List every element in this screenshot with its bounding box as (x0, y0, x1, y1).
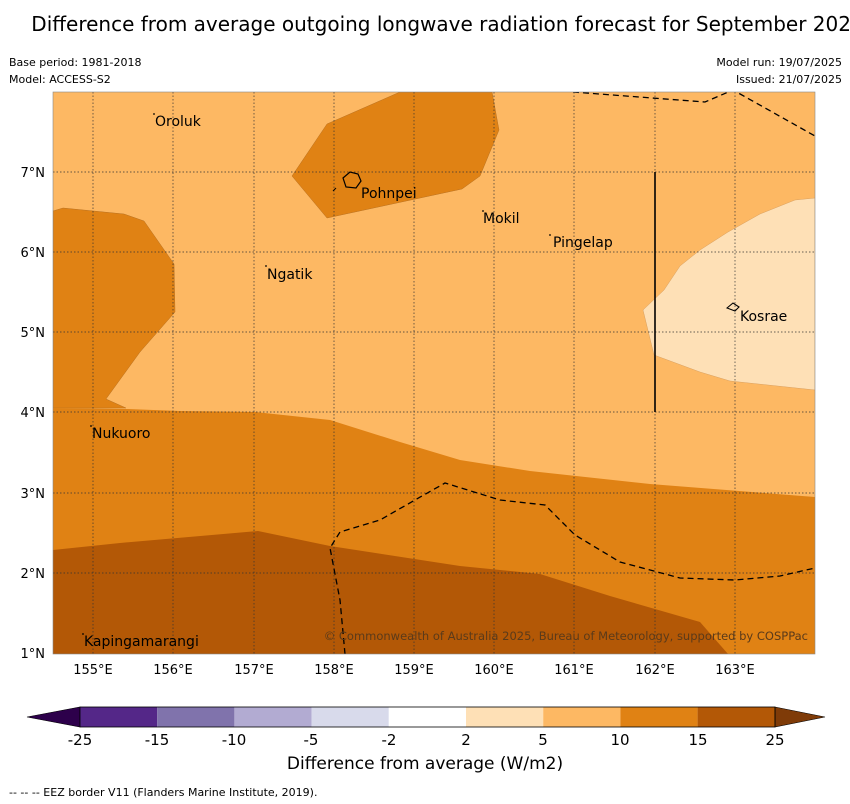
colorbar-tick: -2 (382, 731, 397, 749)
x-tick: 162°E (635, 663, 675, 678)
colorbar-tick: 2 (461, 731, 471, 749)
x-axis-labels: 155°E 156°E 157°E 158°E 159°E 160°E 161°… (73, 663, 755, 678)
y-tick: 7°N (21, 166, 46, 181)
base-period: Base period: 1981-2018 (9, 56, 142, 69)
nukuoro-atoll-icon (90, 425, 92, 427)
x-tick: 160°E (474, 663, 514, 678)
colorbar-swatch (157, 707, 235, 727)
colorbar-tick: -10 (222, 731, 247, 749)
graticule (53, 92, 815, 654)
colorbar-outline (79, 706, 776, 728)
colorbar-swatch (80, 707, 158, 727)
y-tick: 3°N (21, 487, 46, 502)
place-pingelap: Pingelap (553, 235, 613, 251)
kosrae-island-icon (725, 302, 740, 312)
ngatik-atoll-icon (265, 265, 267, 267)
colorbar-ticks: -25 -15 -10 -5 -2 2 5 10 15 25 (68, 731, 785, 749)
colorbar-tick: 25 (765, 731, 784, 749)
colorbar-tick: -15 (145, 731, 170, 749)
colorbar-title: Difference from average (W/m2) (286, 754, 564, 774)
place-oroluk: Oroluk (155, 114, 202, 130)
colorbar-tick: 5 (538, 731, 548, 749)
colorbar-swatch (388, 707, 466, 727)
y-tick: 1°N (21, 647, 46, 662)
x-tick: 163°E (715, 663, 755, 678)
x-tick: 161°E (554, 663, 594, 678)
x-tick: 159°E (394, 663, 434, 678)
colorbar-swatch (697, 707, 775, 727)
x-tick: 158°E (314, 663, 354, 678)
place-pohnpei: Pohnpei (361, 186, 417, 202)
place-ngatik: Ngatik (267, 267, 313, 283)
meta-left: Base period: 1981-2018 Model: ACCESS-S2 (9, 54, 141, 88)
y-tick: 2°N (21, 567, 46, 582)
colorbar-swatch (543, 707, 621, 727)
map-title: Difference from average outgoing longwav… (31, 12, 850, 36)
ant-atoll-icon (332, 187, 337, 192)
place-kosrae: Kosrae (740, 309, 787, 325)
kapingamarangi-atoll-icon (82, 633, 84, 635)
pohnpei-island-icon (342, 171, 362, 189)
band-15-25 (53, 531, 728, 654)
oroluk-atoll-icon (153, 113, 155, 115)
copyright-notice: © Commonwealth of Australia 2025, Bureau… (324, 629, 808, 643)
place-mokil: Mokil (483, 211, 520, 227)
band-10-15-west (53, 207, 176, 409)
legend-note: -- -- -- EEZ border V11 (Flanders Marine… (9, 786, 318, 799)
map-frame (52, 91, 816, 655)
colorbar-swatch (466, 707, 544, 727)
y-tick: 4°N (21, 406, 46, 421)
colorbar-tick: -25 (68, 731, 93, 749)
y-tick: 6°N (21, 246, 46, 261)
band-10-15-north (291, 92, 500, 219)
colorbar-swatch (311, 707, 389, 727)
colorbar-swatch (620, 707, 698, 727)
y-tick: 5°N (21, 326, 46, 341)
place-nukuoro: Nukuoro (92, 426, 150, 442)
x-tick: 157°E (234, 663, 274, 678)
meta-right: Model run: 19/07/2025 Issued: 21/07/2025 (716, 54, 842, 88)
x-tick: 156°E (153, 663, 193, 678)
place-kapingamarangi: Kapingamarangi (84, 634, 199, 650)
mokil-atoll-icon (482, 210, 484, 212)
band-2-5 (642, 197, 815, 391)
model-name: Model: ACCESS-S2 (9, 73, 111, 86)
y-axis-labels: 7°N 6°N 5°N 4°N 3°N 2°N 1°N (21, 166, 46, 662)
issued-date: Issued: 21/07/2025 (735, 73, 842, 86)
colorbar-extend-low (26, 706, 81, 728)
colorbar-tick: 10 (610, 731, 629, 749)
model-run: Model run: 19/07/2025 (716, 56, 842, 69)
colorbar: -25 -15 -10 -5 -2 2 5 10 15 25 (26, 706, 826, 749)
pingelap-atoll-icon (549, 234, 551, 236)
colorbar-tick: -5 (304, 731, 319, 749)
colorbar-extend-high (774, 706, 826, 728)
map-area: Oroluk Pohnpei Mokil Pingelap Ngatik Kos… (53, 92, 815, 654)
colorbar-tick: 15 (688, 731, 707, 749)
x-tick: 155°E (73, 663, 113, 678)
eez-borders (329, 92, 815, 654)
colorbar-swatch (234, 707, 312, 727)
